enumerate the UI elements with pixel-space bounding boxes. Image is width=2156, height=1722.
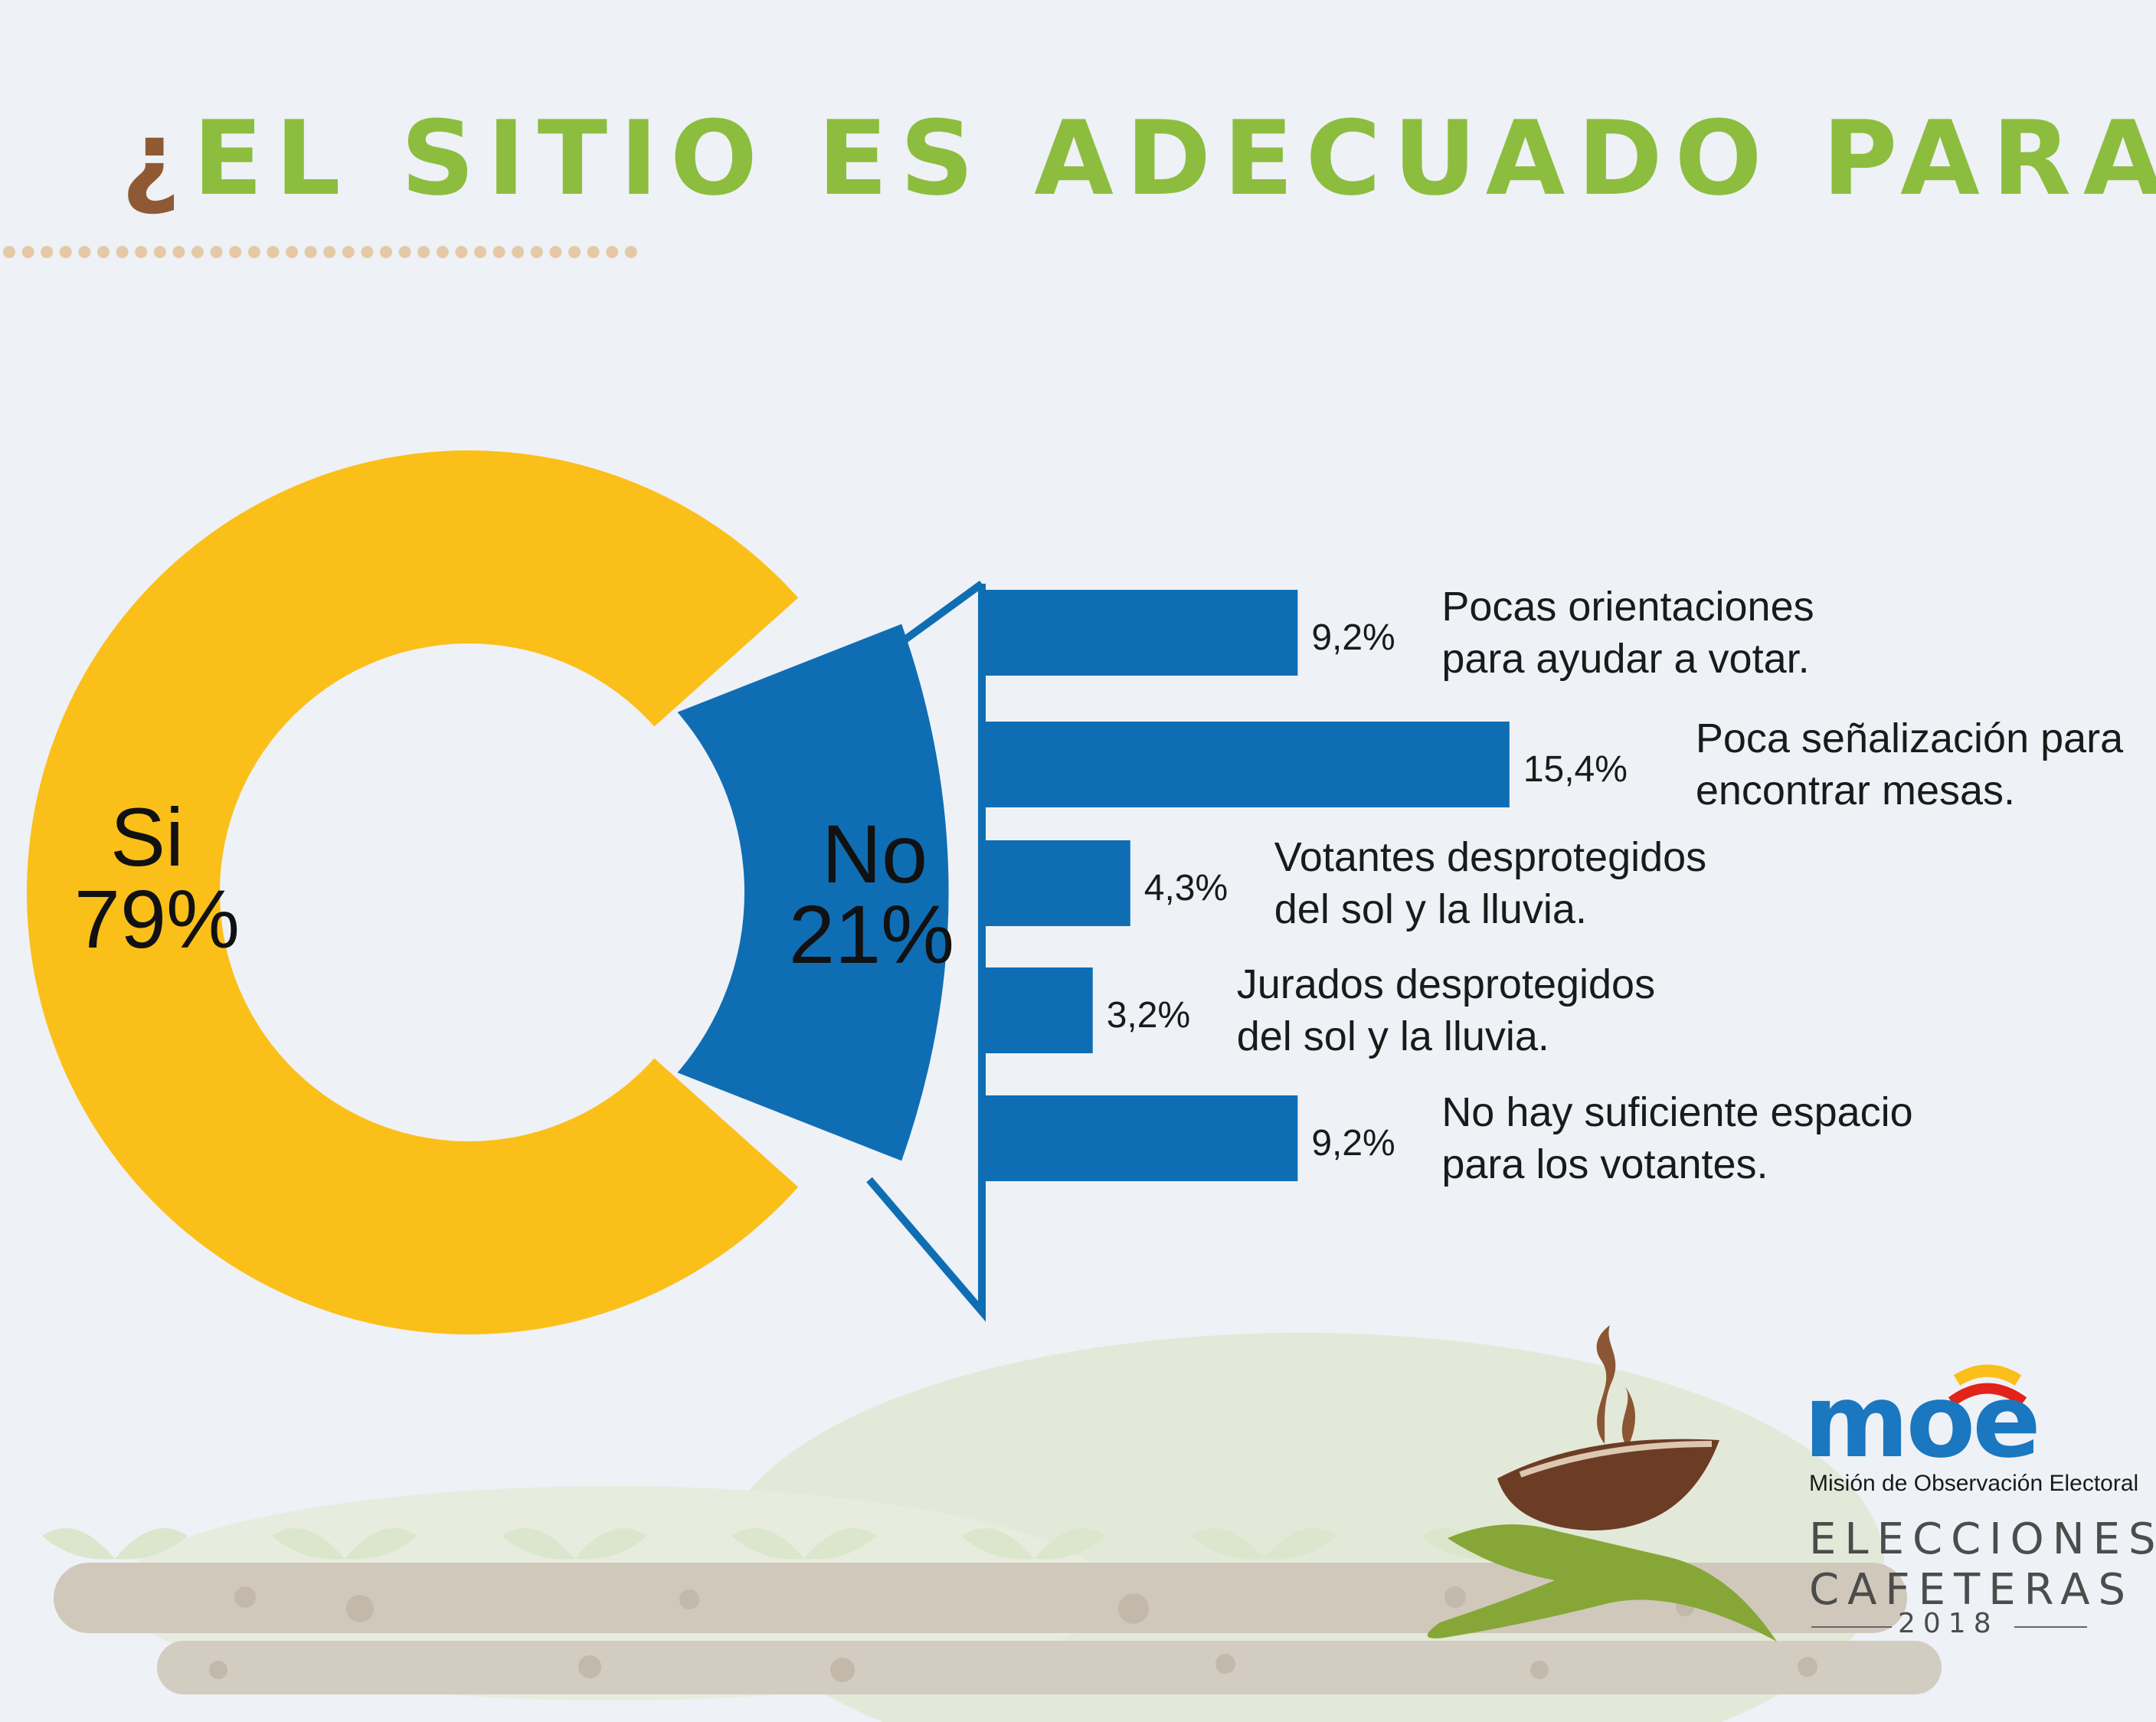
bar-value-label: 4,3% — [1144, 868, 1228, 908]
divider-dot — [455, 246, 468, 258]
steam-icon — [1621, 1386, 1636, 1448]
bar-category-label: Pocas orientaciones — [1441, 584, 1814, 630]
bar-category-label: No hay suficiente espacio — [1441, 1089, 1912, 1135]
slice-label-si: Si — [110, 791, 184, 883]
divider-dot — [78, 246, 91, 258]
divider-dot — [247, 246, 260, 258]
divider-dot — [3, 246, 15, 258]
divider-dot — [624, 246, 637, 258]
bar-category-label: Poca señalización para — [1696, 715, 2124, 761]
campaign-year: 2018 — [1898, 1608, 1999, 1639]
slice-label-no: No — [822, 807, 928, 900]
divider-dot — [342, 246, 355, 258]
donut-slice-si — [27, 450, 799, 1335]
divider-dot — [530, 246, 543, 258]
bar-category-label: para ayudar a votar. — [1441, 636, 1809, 682]
divider-dot — [568, 246, 581, 258]
bar-category-label: del sol y la lluvia. — [1274, 886, 1587, 932]
divider-dot — [116, 246, 129, 258]
divider-dot — [380, 246, 392, 258]
bar — [983, 722, 1510, 807]
dotted-divider — [3, 246, 637, 258]
donut-slice-no — [677, 624, 949, 1161]
divider-dot — [210, 246, 223, 258]
divider-dot — [512, 246, 525, 258]
divider-dot — [606, 246, 619, 258]
bar-value-label: 9,2% — [1311, 617, 1395, 658]
bar — [983, 590, 1298, 676]
soil-band-bottom — [157, 1641, 1942, 1694]
bar-value-label: 15,4% — [1523, 749, 1628, 790]
divider-dot — [153, 246, 166, 258]
moe-organization-name: Misión de Observación Electoral — [1809, 1471, 2139, 1496]
divider-dot — [191, 246, 204, 258]
divider-dot — [323, 246, 336, 258]
divider-dot — [436, 246, 449, 258]
bar-category-label: para los votantes. — [1441, 1141, 1768, 1187]
moe-sun-icon — [1948, 1364, 2027, 1406]
no-slice-outline — [866, 580, 986, 1322]
divider-dot — [286, 246, 298, 258]
slice-value-si: 79% — [74, 872, 240, 965]
title-open-question-mark: ¿ — [121, 99, 193, 218]
divider-dot — [304, 246, 317, 258]
bar-chart: 9,2% Pocas orientaciones para ayudar a vot… — [983, 584, 2124, 1187]
divider-dot — [59, 246, 72, 258]
moe-logo-wordmark: moe — [1804, 1363, 2041, 1481]
steam-icon — [1596, 1325, 1616, 1444]
slice-value-no: 21% — [789, 888, 954, 980]
coffee-logo-art — [1427, 1325, 2087, 1642]
divider-dot — [474, 246, 486, 258]
bar-category-label: Jurados desprotegidos — [1237, 961, 1655, 1007]
bar-category-label: del sol y la lluvia. — [1237, 1013, 1549, 1059]
bar-category-label: Votantes desprotegidos — [1274, 834, 1706, 880]
soil-band-top — [54, 1563, 1907, 1633]
divider-dot — [229, 246, 242, 258]
bar — [983, 840, 1130, 926]
divider-dot — [135, 246, 148, 258]
divider-dot — [97, 246, 110, 258]
bar-value-label: 9,2% — [1311, 1123, 1395, 1164]
divider-dot — [398, 246, 411, 258]
divider-dot — [172, 246, 185, 258]
divider-dot — [267, 246, 280, 258]
hand-icon — [1427, 1524, 1777, 1642]
background-landscape — [42, 1333, 1942, 1722]
divider-dot — [587, 246, 600, 258]
divider-dot — [41, 246, 54, 258]
divider-dot — [361, 246, 374, 258]
divider-dot — [492, 246, 505, 258]
bar-value-label: 3,2% — [1107, 995, 1190, 1036]
divider-dot — [549, 246, 562, 258]
bar — [983, 967, 1093, 1053]
page-title: ¿EL SITIO ES ADECUADO PARA VOTAR? — [121, 107, 2156, 210]
bar — [983, 1095, 1298, 1181]
bar-category-label: encontrar mesas. — [1696, 768, 2015, 814]
divider-dot — [417, 246, 430, 258]
divider-dot — [21, 246, 34, 258]
campaign-line-2: CAFETERAS — [1809, 1565, 2135, 1615]
title-text: EL SITIO ES ADECUADO PARA VOTAR — [192, 99, 2156, 218]
campaign-line-1: ELECCIONES — [1809, 1514, 2156, 1564]
